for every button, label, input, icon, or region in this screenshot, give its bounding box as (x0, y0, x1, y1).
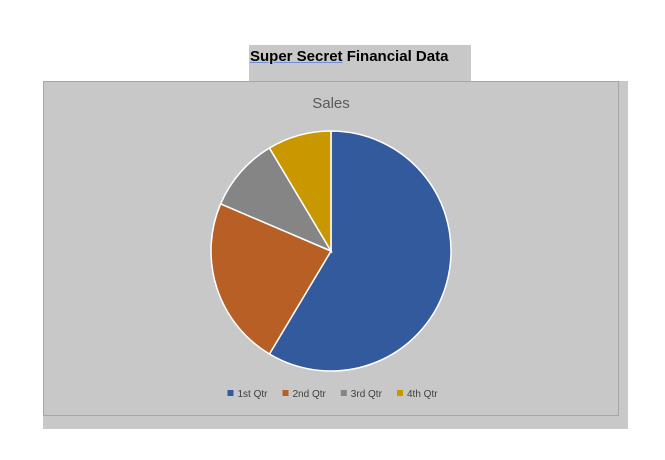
legend-swatch (397, 390, 403, 396)
legend-label: 2nd Qtr (293, 389, 327, 400)
legend-item-1st-qtr[interactable]: 1st Qtr (228, 389, 269, 400)
legend-item-2nd-qtr[interactable]: 2nd Qtr (283, 389, 327, 400)
legend-label: 4th Qtr (407, 389, 438, 400)
chart-title: Sales (312, 95, 350, 112)
legend-item-4th-qtr[interactable]: 4th Qtr (397, 389, 438, 400)
legend-swatch (228, 390, 234, 396)
pie-slices (211, 131, 451, 371)
chart-legend: 1st Qtr 2nd Qtr 3rd Qtr 4th Qtr (228, 389, 439, 400)
legend-label: 1st Qtr (238, 389, 269, 400)
legend-item-3rd-qtr[interactable]: 3rd Qtr (341, 389, 383, 400)
legend-swatch (283, 390, 289, 396)
legend-label: 3rd Qtr (351, 389, 383, 400)
legend-swatch (341, 390, 347, 396)
